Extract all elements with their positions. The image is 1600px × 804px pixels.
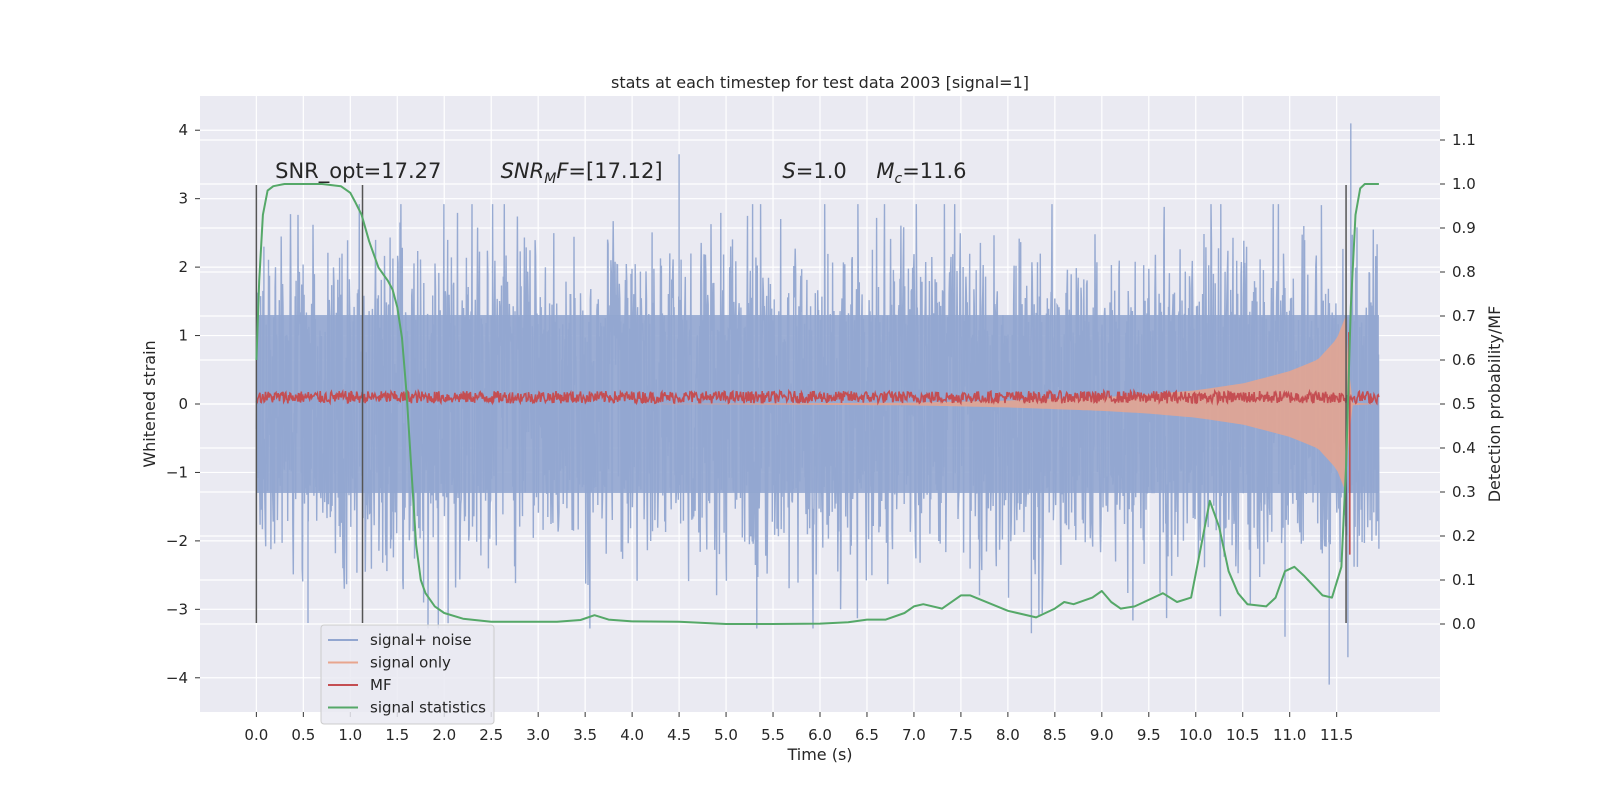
x-axis-ticks: 0.0 0.5 1.0 1.5 2.0 2.5 3.0 3.5 4.0 4.5 5.0 5.5 6.0 6… — [244, 712, 1353, 744]
x-tick-label: 2.5 — [479, 726, 503, 744]
signal-only-envelope — [256, 317, 1379, 491]
x-tick-label: 1.5 — [385, 726, 409, 744]
y-left-axis-label: Whitened strain — [140, 340, 159, 467]
annotation-text: Mc=11.6 — [876, 159, 966, 187]
x-tick-label: 11.5 — [1320, 726, 1353, 744]
x-tick-label: 8.0 — [996, 726, 1020, 744]
legend-label: MF — [370, 676, 392, 694]
y-right-tick-label: 0.2 — [1452, 527, 1476, 545]
x-tick-label: 0.0 — [244, 726, 268, 744]
annotation-part: SNR — [501, 159, 545, 183]
annotation-part: =11.6 — [902, 159, 966, 183]
x-tick-label: 5.0 — [714, 726, 738, 744]
y-right-tick-label: 0.1 — [1452, 571, 1476, 589]
y-right-tick-label: 0.3 — [1452, 483, 1476, 501]
legend: signal+ noise signal only MF signal statist… — [320, 624, 495, 725]
annotation-part: F — [556, 159, 569, 183]
y-right-tick-label: 0.6 — [1452, 351, 1476, 369]
x-tick-label: 0.5 — [291, 726, 315, 744]
x-tick-label: 4.0 — [620, 726, 644, 744]
x-tick-label: 4.5 — [667, 726, 691, 744]
chart-title: stats at each timestep for test data 200… — [611, 73, 1029, 92]
x-tick-label: 5.5 — [761, 726, 785, 744]
annotation-part: M — [876, 159, 894, 183]
y-left-tick-label: −1 — [166, 463, 188, 481]
y-right-axis-ticks: 0.0 0.1 0.2 0.3 0.4 0.5 0.6 0.7 0.8 0.9 1.0 1.1 — [1440, 131, 1476, 633]
y-right-tick-label: 0.5 — [1452, 395, 1476, 413]
y-left-tick-label: −2 — [166, 532, 188, 550]
y-right-tick-label: 0.7 — [1452, 307, 1476, 325]
y-right-tick-label: 0.4 — [1452, 439, 1476, 457]
series-signal-only — [256, 317, 1379, 491]
annotation-part: c — [894, 171, 902, 187]
y-left-tick-label: 2 — [178, 258, 188, 276]
legend-label: signal statistics — [370, 699, 486, 717]
y-right-tick-label: 1.1 — [1452, 131, 1476, 149]
x-tick-label: 1.0 — [338, 726, 362, 744]
y-right-tick-label: 1.0 — [1452, 175, 1476, 193]
x-tick-label: 10.5 — [1226, 726, 1259, 744]
annotation-part: =1.0 — [796, 159, 847, 183]
annotation-text: S=1.0 — [782, 159, 846, 183]
legend-label: signal only — [370, 654, 451, 672]
y-left-tick-label: 1 — [178, 327, 188, 345]
legend-box — [320, 624, 495, 725]
x-tick-label: 3.5 — [573, 726, 597, 744]
x-tick-label: 8.5 — [1043, 726, 1067, 744]
y-right-tick-label: 0.9 — [1452, 219, 1476, 237]
y-right-tick-label: 0.0 — [1452, 615, 1476, 633]
vertical-markers — [255, 184, 1347, 624]
annotation-part: M — [544, 171, 556, 187]
annotation-text: SNRMF=[17.12] — [501, 159, 663, 187]
legend-label: signal+ noise — [370, 631, 472, 649]
y-left-tick-label: 3 — [178, 190, 188, 208]
y-left-axis-ticks: −4 −3 −2 −1 0 1 2 3 4 — [166, 121, 200, 687]
legend-items: signal+ noise signal only MF signal statist… — [328, 631, 486, 717]
annotations: SNR_opt=17.27 SNRMF=[17.12] S=1.0 Mc=11.6 — [275, 159, 966, 187]
x-tick-label: 7.5 — [949, 726, 973, 744]
x-tick-label: 9.0 — [1090, 726, 1114, 744]
x-tick-label: 7.0 — [902, 726, 926, 744]
x-tick-label: 3.0 — [526, 726, 550, 744]
x-tick-label: 6.5 — [855, 726, 879, 744]
x-tick-label: 2.0 — [432, 726, 456, 744]
y-left-tick-label: 0 — [178, 395, 188, 413]
y-right-tick-label: 0.8 — [1452, 263, 1476, 281]
annotation-part: =[17.12] — [568, 159, 662, 183]
x-tick-label: 11.0 — [1273, 726, 1306, 744]
x-tick-label: 10.0 — [1179, 726, 1212, 744]
y-right-axis-label: Detection probability/MF — [1485, 306, 1504, 503]
y-left-tick-label: −4 — [166, 669, 188, 687]
x-axis-label: Time (s) — [786, 745, 852, 764]
y-left-tick-label: −3 — [166, 600, 188, 618]
series-signal-statistics — [255, 183, 1379, 625]
annotation-text: SNR_opt=17.27 — [275, 159, 441, 184]
y-left-tick-label: 4 — [178, 121, 188, 139]
signal-statistics-line — [255, 183, 1379, 625]
x-tick-label: 6.0 — [808, 726, 832, 744]
annotation-part: S — [782, 159, 795, 183]
x-tick-label: 9.5 — [1137, 726, 1161, 744]
annotation-part: SNR_opt=17.27 — [275, 159, 441, 184]
